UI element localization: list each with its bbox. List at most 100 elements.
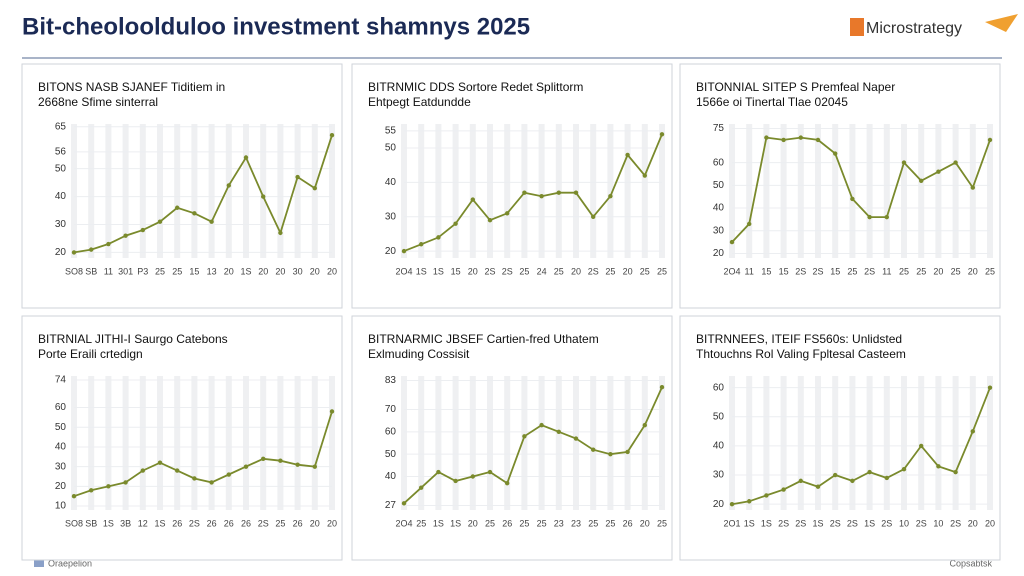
column-shade (555, 376, 562, 510)
x-tick-label: 11 (882, 266, 891, 276)
chart-title: BITRNARMIC JBSEF Cartien-fred Uthatem (368, 332, 599, 346)
y-tick-label: 74 (55, 375, 67, 386)
x-tick-label: SB (85, 518, 97, 528)
point (591, 447, 596, 452)
x-tick-label: 15 (779, 266, 789, 276)
x-tick-label: 25 (916, 266, 926, 276)
y-tick-label: 50 (55, 422, 67, 433)
point (884, 475, 889, 481)
column-shade (139, 376, 146, 510)
x-tick-label: 2S (881, 518, 892, 528)
y-tick-label: 20 (55, 481, 67, 492)
column-shade (763, 376, 770, 510)
column-shade (641, 376, 648, 510)
x-tick-label: 20 (327, 518, 337, 528)
x-tick-label: 25 (605, 266, 615, 276)
point (312, 464, 317, 469)
point (625, 152, 630, 158)
column-shade (174, 124, 181, 258)
point (850, 478, 855, 484)
x-tick-label: 25 (172, 266, 182, 276)
point (157, 460, 163, 465)
x-tick-label: 1S (416, 266, 427, 276)
column-shade (952, 376, 959, 510)
column-shade (746, 124, 753, 258)
column-shade (452, 376, 459, 510)
y-tick-label: 60 (385, 426, 397, 437)
logo-text: Microstrategy (866, 20, 962, 37)
x-tick-label: 20 (933, 266, 943, 276)
x-tick-label: 20 (258, 266, 268, 276)
point (419, 242, 424, 247)
x-tick-label: 25 (588, 518, 598, 528)
column-shade (987, 376, 993, 510)
column-shade (329, 124, 335, 258)
point (487, 218, 493, 223)
y-tick-label: 70 (385, 404, 397, 415)
column-shade (294, 376, 301, 510)
point (659, 132, 665, 137)
point (401, 248, 407, 254)
point (747, 221, 752, 227)
point (470, 197, 475, 202)
column-shade (624, 376, 631, 510)
series-line (403, 133, 663, 252)
x-tick-label: 2S (950, 518, 961, 528)
point (192, 211, 197, 216)
point (970, 429, 975, 434)
point (573, 190, 579, 195)
y-tick-label: 40 (385, 177, 397, 188)
y-tick-label: 40 (385, 471, 397, 482)
chart-subtitle: Porte Eraili crtedign (38, 347, 143, 361)
x-tick-label: 24 (537, 266, 547, 276)
x-tick-label: SO8 (65, 518, 83, 528)
column-shade (504, 376, 511, 510)
column-shade (780, 376, 787, 510)
y-tick-label: 30 (55, 461, 67, 472)
point (953, 160, 958, 165)
logo-icon (850, 18, 864, 36)
y-tick-label: 30 (713, 225, 725, 236)
x-tick-label: 25 (155, 266, 165, 276)
x-tick-label: 15 (761, 266, 771, 276)
point (608, 451, 613, 457)
x-tick-label: 23 (571, 518, 581, 528)
column-shade (243, 124, 249, 258)
y-tick-label: 60 (713, 382, 725, 393)
column-shade (469, 376, 476, 510)
column-shade (729, 376, 735, 510)
series-line (731, 136, 991, 243)
column-shade (659, 124, 665, 258)
column-shade (815, 376, 821, 510)
footer-right: Copsabtsk (949, 558, 992, 568)
column-shade (538, 376, 545, 510)
y-tick-label: 60 (55, 402, 67, 413)
point (815, 484, 821, 489)
point (987, 385, 993, 390)
y-tick-label: 20 (713, 248, 725, 259)
x-tick-label: 2S (795, 266, 806, 276)
column-shade (243, 376, 249, 510)
point (106, 484, 111, 489)
x-tick-label: 15 (451, 266, 461, 276)
column-shade (504, 124, 511, 258)
column-shade (538, 124, 545, 258)
point (453, 478, 458, 484)
column-shade (883, 376, 890, 510)
column-shade (260, 376, 267, 510)
x-tick-label: 26 (502, 518, 512, 528)
column-shade (435, 124, 442, 258)
x-tick-label: 23 (554, 518, 564, 528)
x-tick-label: 10 (933, 518, 943, 528)
point (278, 230, 283, 236)
column-shade (918, 124, 925, 258)
column-shade (418, 124, 425, 258)
column-shade (935, 376, 942, 510)
x-tick-label: 26 (241, 518, 251, 528)
point (539, 193, 544, 199)
column-shade (849, 376, 856, 510)
column-shade (208, 376, 215, 510)
point (764, 135, 769, 140)
point (798, 478, 803, 484)
x-tick-label: 25 (275, 518, 285, 528)
